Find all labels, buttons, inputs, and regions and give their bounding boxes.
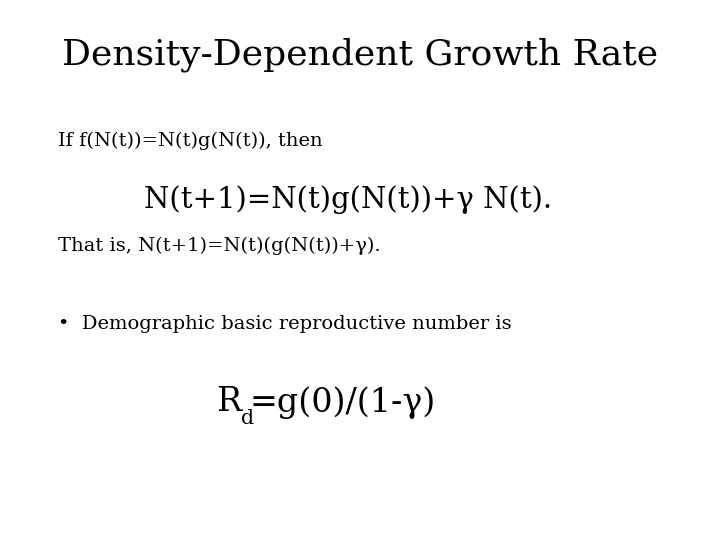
Text: N(t+1)=N(t)g(N(t))+γ N(t).: N(t+1)=N(t)g(N(t))+γ N(t). [144, 185, 552, 214]
Text: d: d [240, 409, 253, 428]
Text: •  Demographic basic reproductive number is: • Demographic basic reproductive number … [58, 315, 511, 333]
Text: Density-Dependent Growth Rate: Density-Dependent Growth Rate [62, 38, 658, 72]
Text: If f(N(t))=N(t)g(N(t)), then: If f(N(t))=N(t)g(N(t)), then [58, 131, 323, 150]
Text: R: R [216, 386, 241, 418]
Text: =g(0)/(1-γ): =g(0)/(1-γ) [250, 386, 436, 418]
Text: That is, N(t+1)=N(t)(g(N(t))+γ).: That is, N(t+1)=N(t)(g(N(t))+γ). [58, 237, 380, 255]
